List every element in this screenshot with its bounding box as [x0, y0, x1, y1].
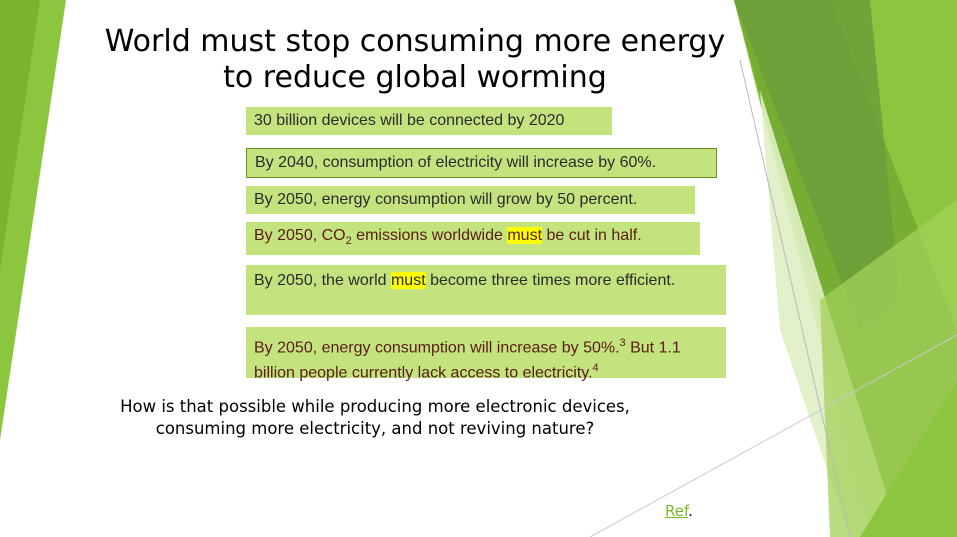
slide-title: World must stop consuming more energy to… [104, 24, 726, 95]
fact-efficiency: By 2050, the world must become three tim… [246, 265, 726, 315]
fact-co2-highlight: must [507, 227, 543, 244]
ref-link[interactable]: Ref [665, 502, 689, 520]
fact-access-footnote-4: 4 [592, 362, 599, 375]
fact-energy-growth-2050-text: By 2050, energy consumption will grow by… [254, 191, 638, 208]
left-green-wedge-inner [0, 0, 40, 270]
fact-co2-text-end: be cut in half. [542, 227, 642, 244]
fact-access-text-1: By 2050, energy consumption will increas… [254, 339, 620, 357]
fact-electricity-2040: By 2040, consumption of electricity will… [246, 148, 717, 178]
decor-line-2 [589, 334, 957, 537]
fact-access-text-2: But 1.1 billion people currently lack ac… [254, 339, 681, 382]
fact-devices: 30 billion devices will be connected by … [246, 107, 612, 135]
fact-co2-emissions: By 2050, CO2 emissions worldwide must be… [246, 222, 700, 256]
fact-efficiency-highlight: must [390, 272, 426, 289]
fact-devices-text: 30 billion devices will be connected by … [254, 112, 565, 129]
fact-co2-text-middle: emissions worldwide [351, 227, 508, 244]
fact-efficiency-text-start: By 2050, the world [254, 272, 391, 289]
reference: Ref. [665, 502, 693, 520]
ref-period: . [688, 502, 693, 520]
fact-co2-subscript: 2 [345, 235, 352, 248]
fact-electricity-2040-text: By 2040, consumption of electricity will… [255, 154, 657, 171]
fact-access-footnote-3: 3 [619, 337, 626, 349]
right-bottom-band [860, 380, 957, 537]
decor-line-1 [739, 59, 851, 537]
fact-energy-growth-2050: By 2050, energy consumption will grow by… [246, 186, 695, 214]
fact-efficiency-text-end: become three times more efficient. [425, 272, 676, 289]
closing-question: How is that possible while producing mor… [120, 397, 630, 438]
right-olive-band [734, 0, 900, 330]
fact-co2-text-start: By 2050, CO [254, 227, 346, 244]
fact-electricity-access: By 2050, energy consumption will increas… [246, 327, 726, 382]
